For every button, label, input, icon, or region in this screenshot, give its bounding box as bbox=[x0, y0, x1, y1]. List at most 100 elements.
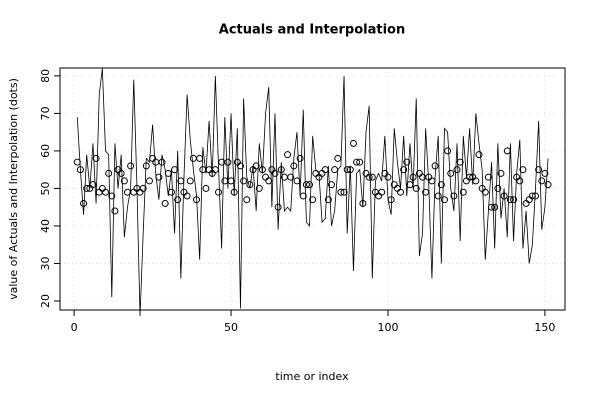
y-tick-label: 50 bbox=[39, 181, 52, 195]
interpolation-dot bbox=[531, 192, 539, 200]
interpolation-dot bbox=[193, 196, 201, 204]
interpolation-dot bbox=[475, 151, 483, 159]
interpolation-dot bbox=[337, 188, 345, 196]
interpolation-dot bbox=[155, 173, 163, 181]
interpolation-dot bbox=[528, 192, 536, 200]
interpolation-dot bbox=[224, 158, 232, 166]
interpolation-dot bbox=[356, 158, 364, 166]
interpolation-dot bbox=[299, 192, 307, 200]
interpolation-dot bbox=[95, 188, 103, 196]
x-tick-label: 100 bbox=[377, 321, 398, 334]
interpolation-dot bbox=[189, 154, 197, 162]
interpolation-dot bbox=[494, 184, 502, 192]
interpolation-dot bbox=[252, 162, 260, 170]
interpolation-dot bbox=[161, 199, 169, 207]
interpolation-dot bbox=[437, 181, 445, 189]
interpolation-dot bbox=[368, 173, 376, 181]
interpolation-dot bbox=[544, 181, 552, 189]
interpolation-dot bbox=[255, 184, 263, 192]
interpolation-dot bbox=[462, 177, 470, 185]
interpolation-dot bbox=[500, 192, 508, 200]
interpolation-dot bbox=[196, 154, 204, 162]
interpolation-dot bbox=[127, 162, 135, 170]
interpolation-dot bbox=[92, 154, 100, 162]
interpolation-dot bbox=[277, 166, 285, 174]
interpolation-dot bbox=[434, 192, 442, 200]
interpolation-dot bbox=[199, 166, 207, 174]
interpolation-dot bbox=[174, 196, 182, 204]
interpolation-dot bbox=[211, 166, 219, 174]
interpolation-dot bbox=[123, 188, 131, 196]
interpolation-dot bbox=[428, 177, 436, 185]
y-tick-label: 40 bbox=[39, 219, 52, 233]
interpolation-dot bbox=[171, 166, 179, 174]
interpolation-dot bbox=[466, 173, 474, 181]
interpolation-dot bbox=[516, 177, 524, 185]
interpolation-dot bbox=[525, 196, 533, 204]
interpolation-dot bbox=[510, 196, 518, 204]
interpolation-dot bbox=[139, 184, 147, 192]
interpolation-dot bbox=[83, 184, 91, 192]
interpolation-dot bbox=[258, 166, 266, 174]
interpolation-dot bbox=[274, 203, 282, 211]
interpolation-dot bbox=[111, 207, 119, 215]
interpolation-dot bbox=[158, 158, 166, 166]
interpolation-dot bbox=[409, 173, 417, 181]
interpolation-dot bbox=[541, 169, 549, 177]
interpolation-dot bbox=[453, 166, 461, 174]
interpolation-dot bbox=[375, 192, 383, 200]
interpolation-dot bbox=[243, 196, 251, 204]
interpolation-dot bbox=[296, 154, 304, 162]
x-tick-label: 0 bbox=[71, 321, 78, 334]
interpolation-dot bbox=[145, 177, 153, 185]
interpolation-dot bbox=[130, 188, 138, 196]
interpolation-dot bbox=[183, 192, 191, 200]
x-tick-label: 150 bbox=[534, 321, 555, 334]
interpolation-dot bbox=[117, 169, 125, 177]
interpolation-dot bbox=[293, 177, 301, 185]
interpolation-dot bbox=[302, 181, 310, 189]
x-tick-label: 50 bbox=[224, 321, 238, 334]
interpolation-dot bbox=[393, 184, 401, 192]
y-axis-label: value of Actuals and Interpolation (dots… bbox=[7, 78, 20, 300]
interpolation-dot bbox=[290, 162, 298, 170]
interpolation-dot bbox=[415, 169, 423, 177]
interpolation-dot bbox=[450, 192, 458, 200]
interpolation-dot bbox=[120, 177, 128, 185]
interpolation-dot bbox=[167, 188, 175, 196]
interpolation-dot bbox=[387, 196, 395, 204]
interpolation-dot bbox=[227, 177, 235, 185]
interpolation-dot bbox=[202, 184, 210, 192]
interpolation-dot bbox=[472, 177, 480, 185]
interpolation-dot bbox=[481, 188, 489, 196]
interpolation-dot bbox=[327, 181, 335, 189]
interpolation-dot bbox=[236, 162, 244, 170]
interpolation-dot bbox=[406, 181, 414, 189]
interpolation-dot bbox=[205, 166, 213, 174]
interpolation-dot bbox=[444, 147, 452, 155]
interpolation-dot bbox=[108, 192, 116, 200]
interpolation-dot bbox=[522, 199, 530, 207]
interpolation-dot bbox=[538, 177, 546, 185]
interpolation-dot bbox=[136, 188, 144, 196]
interpolation-dot bbox=[431, 162, 439, 170]
interpolation-dot bbox=[422, 188, 430, 196]
interpolation-dot bbox=[346, 166, 354, 174]
interpolation-dot bbox=[102, 188, 110, 196]
interpolation-dot bbox=[456, 158, 464, 166]
interpolation-dot bbox=[306, 181, 314, 189]
interpolation-dot bbox=[412, 184, 420, 192]
interpolation-dot bbox=[214, 188, 222, 196]
interpolation-dot bbox=[164, 169, 172, 177]
interpolation-dot bbox=[334, 154, 342, 162]
interpolation-dot bbox=[76, 166, 84, 174]
chart-title: Actuals and Interpolation bbox=[219, 23, 405, 38]
interpolation-dot bbox=[506, 196, 514, 204]
interpolation-dot bbox=[324, 196, 332, 204]
interpolation-dot bbox=[419, 173, 427, 181]
interpolation-dot bbox=[287, 173, 295, 181]
interpolation-dot bbox=[177, 177, 185, 185]
y-tick-label: 70 bbox=[39, 106, 52, 120]
interpolation-dot bbox=[459, 188, 467, 196]
plot-frame bbox=[59, 67, 566, 311]
